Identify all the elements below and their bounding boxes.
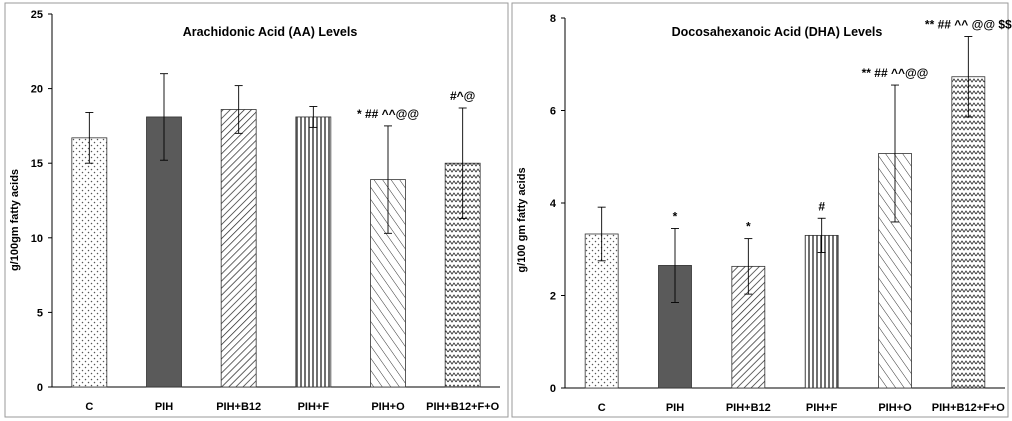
dha-y-tick-label: 6 (550, 106, 556, 118)
aa-bars (71, 73, 481, 388)
aa-y-tick-label: 20 (31, 84, 43, 96)
aa-bar-0 (71, 137, 108, 388)
aa-y-tick-label: 0 (37, 382, 43, 394)
dha-y-axis-label: g/100 gm fatty acids (516, 167, 528, 272)
aa-y-tick-label: 25 (31, 9, 43, 21)
dha-error-bar-5 (964, 36, 973, 118)
dha-significance-label-3: # (818, 199, 825, 213)
dha-x-tick-label-2: PIH+B12 (726, 402, 771, 414)
dha-bar-5 (951, 76, 986, 389)
dha-y-tick-label: 8 (550, 13, 556, 25)
dha-bars (584, 36, 986, 389)
aa-x-tick-label-5: PIH+B12+F+O (426, 401, 500, 413)
aa-bar-2 (220, 109, 257, 388)
dha-chart-panel: Docosahexanoic Acid (DHA) Levels g/100 g… (511, 2, 1012, 418)
aa-chart-title: Arachidonic Acid (AA) Levels (183, 25, 358, 39)
dha-y-axis: 0 2 4 6 8 (550, 13, 566, 395)
aa-y-tick-label: 5 (37, 307, 43, 319)
aa-bar-3 (295, 116, 332, 388)
dha-error-bar-2 (744, 238, 753, 295)
aa-bar-1 (146, 116, 182, 388)
aa-error-bar-4 (384, 125, 392, 234)
dha-error-bar-3 (817, 217, 826, 253)
aa-y-tick-label: 10 (31, 233, 43, 245)
dha-x-tick-label-3: PIH+F (806, 402, 838, 414)
aa-error-bar-2 (234, 85, 243, 134)
aa-x-tick-label-3: PIH+F (298, 401, 330, 413)
aa-annotations: * ## ^^@@ #^@ (357, 89, 475, 121)
aa-error-bar-5 (458, 107, 467, 219)
aa-chart-panel: Arachidonic Acid (AA) Levels g/100gm fat… (4, 2, 509, 418)
dha-x-tick-label-5: PIH+B12+F+O (932, 402, 1006, 414)
dha-error-bar-0 (597, 206, 606, 262)
aa-tick-labels: C PIH PIH+B12 PIH+F PIH+O PIH+B12+F+O (85, 401, 499, 413)
dha-x-tick-label-4: PIH+O (878, 402, 912, 414)
dha-significance-label-2: * (746, 220, 751, 234)
dha-y-tick-label: 4 (550, 198, 557, 210)
dha-tick-labels: C PIH PIH+B12 PIH+F PIH+O PIH+B12+F+O (598, 402, 1006, 414)
aa-error-bar-3 (309, 106, 318, 128)
aa-y-axis: 0 5 10 15 20 25 (31, 9, 53, 394)
aa-x-tick-label-1: PIH (155, 401, 173, 413)
dha-error-bar-4 (891, 84, 899, 223)
aa-x-tick-label-2: PIH+B12 (216, 401, 261, 413)
aa-significance-label-5: #^@ (450, 89, 475, 103)
dha-significance-label-4: ** ## ^^@@ (862, 66, 929, 80)
dha-y-tick-label: 2 (550, 291, 556, 303)
aa-x-tick-label-4: PIH+O (371, 401, 405, 413)
dha-significance-label-5: ** ## ^^ @@ $$ (925, 18, 1012, 32)
dha-significance-label-1: * (673, 209, 678, 223)
dha-x-tick-label-1: PIH (666, 402, 684, 414)
aa-y-tick-label: 15 (31, 158, 43, 170)
dha-x-tick-label-0: C (598, 402, 606, 414)
dha-chart-title: Docosahexanoic Acid (DHA) Levels (672, 25, 883, 39)
dha-annotations: * * # ** ## ^^@@ ** ## ^^ @@ $$ (673, 18, 1012, 234)
aa-significance-label-4: * ## ^^@@ (357, 107, 419, 121)
aa-y-axis-label: g/100gm fatty acids (9, 169, 21, 271)
aa-error-bar-1 (160, 73, 168, 161)
aa-x-tick-label-0: C (85, 401, 93, 413)
dha-bar-3 (804, 234, 839, 389)
aa-error-bar-0 (85, 112, 94, 164)
dha-error-bar-1 (671, 227, 679, 303)
dha-y-tick-label: 0 (550, 383, 556, 395)
